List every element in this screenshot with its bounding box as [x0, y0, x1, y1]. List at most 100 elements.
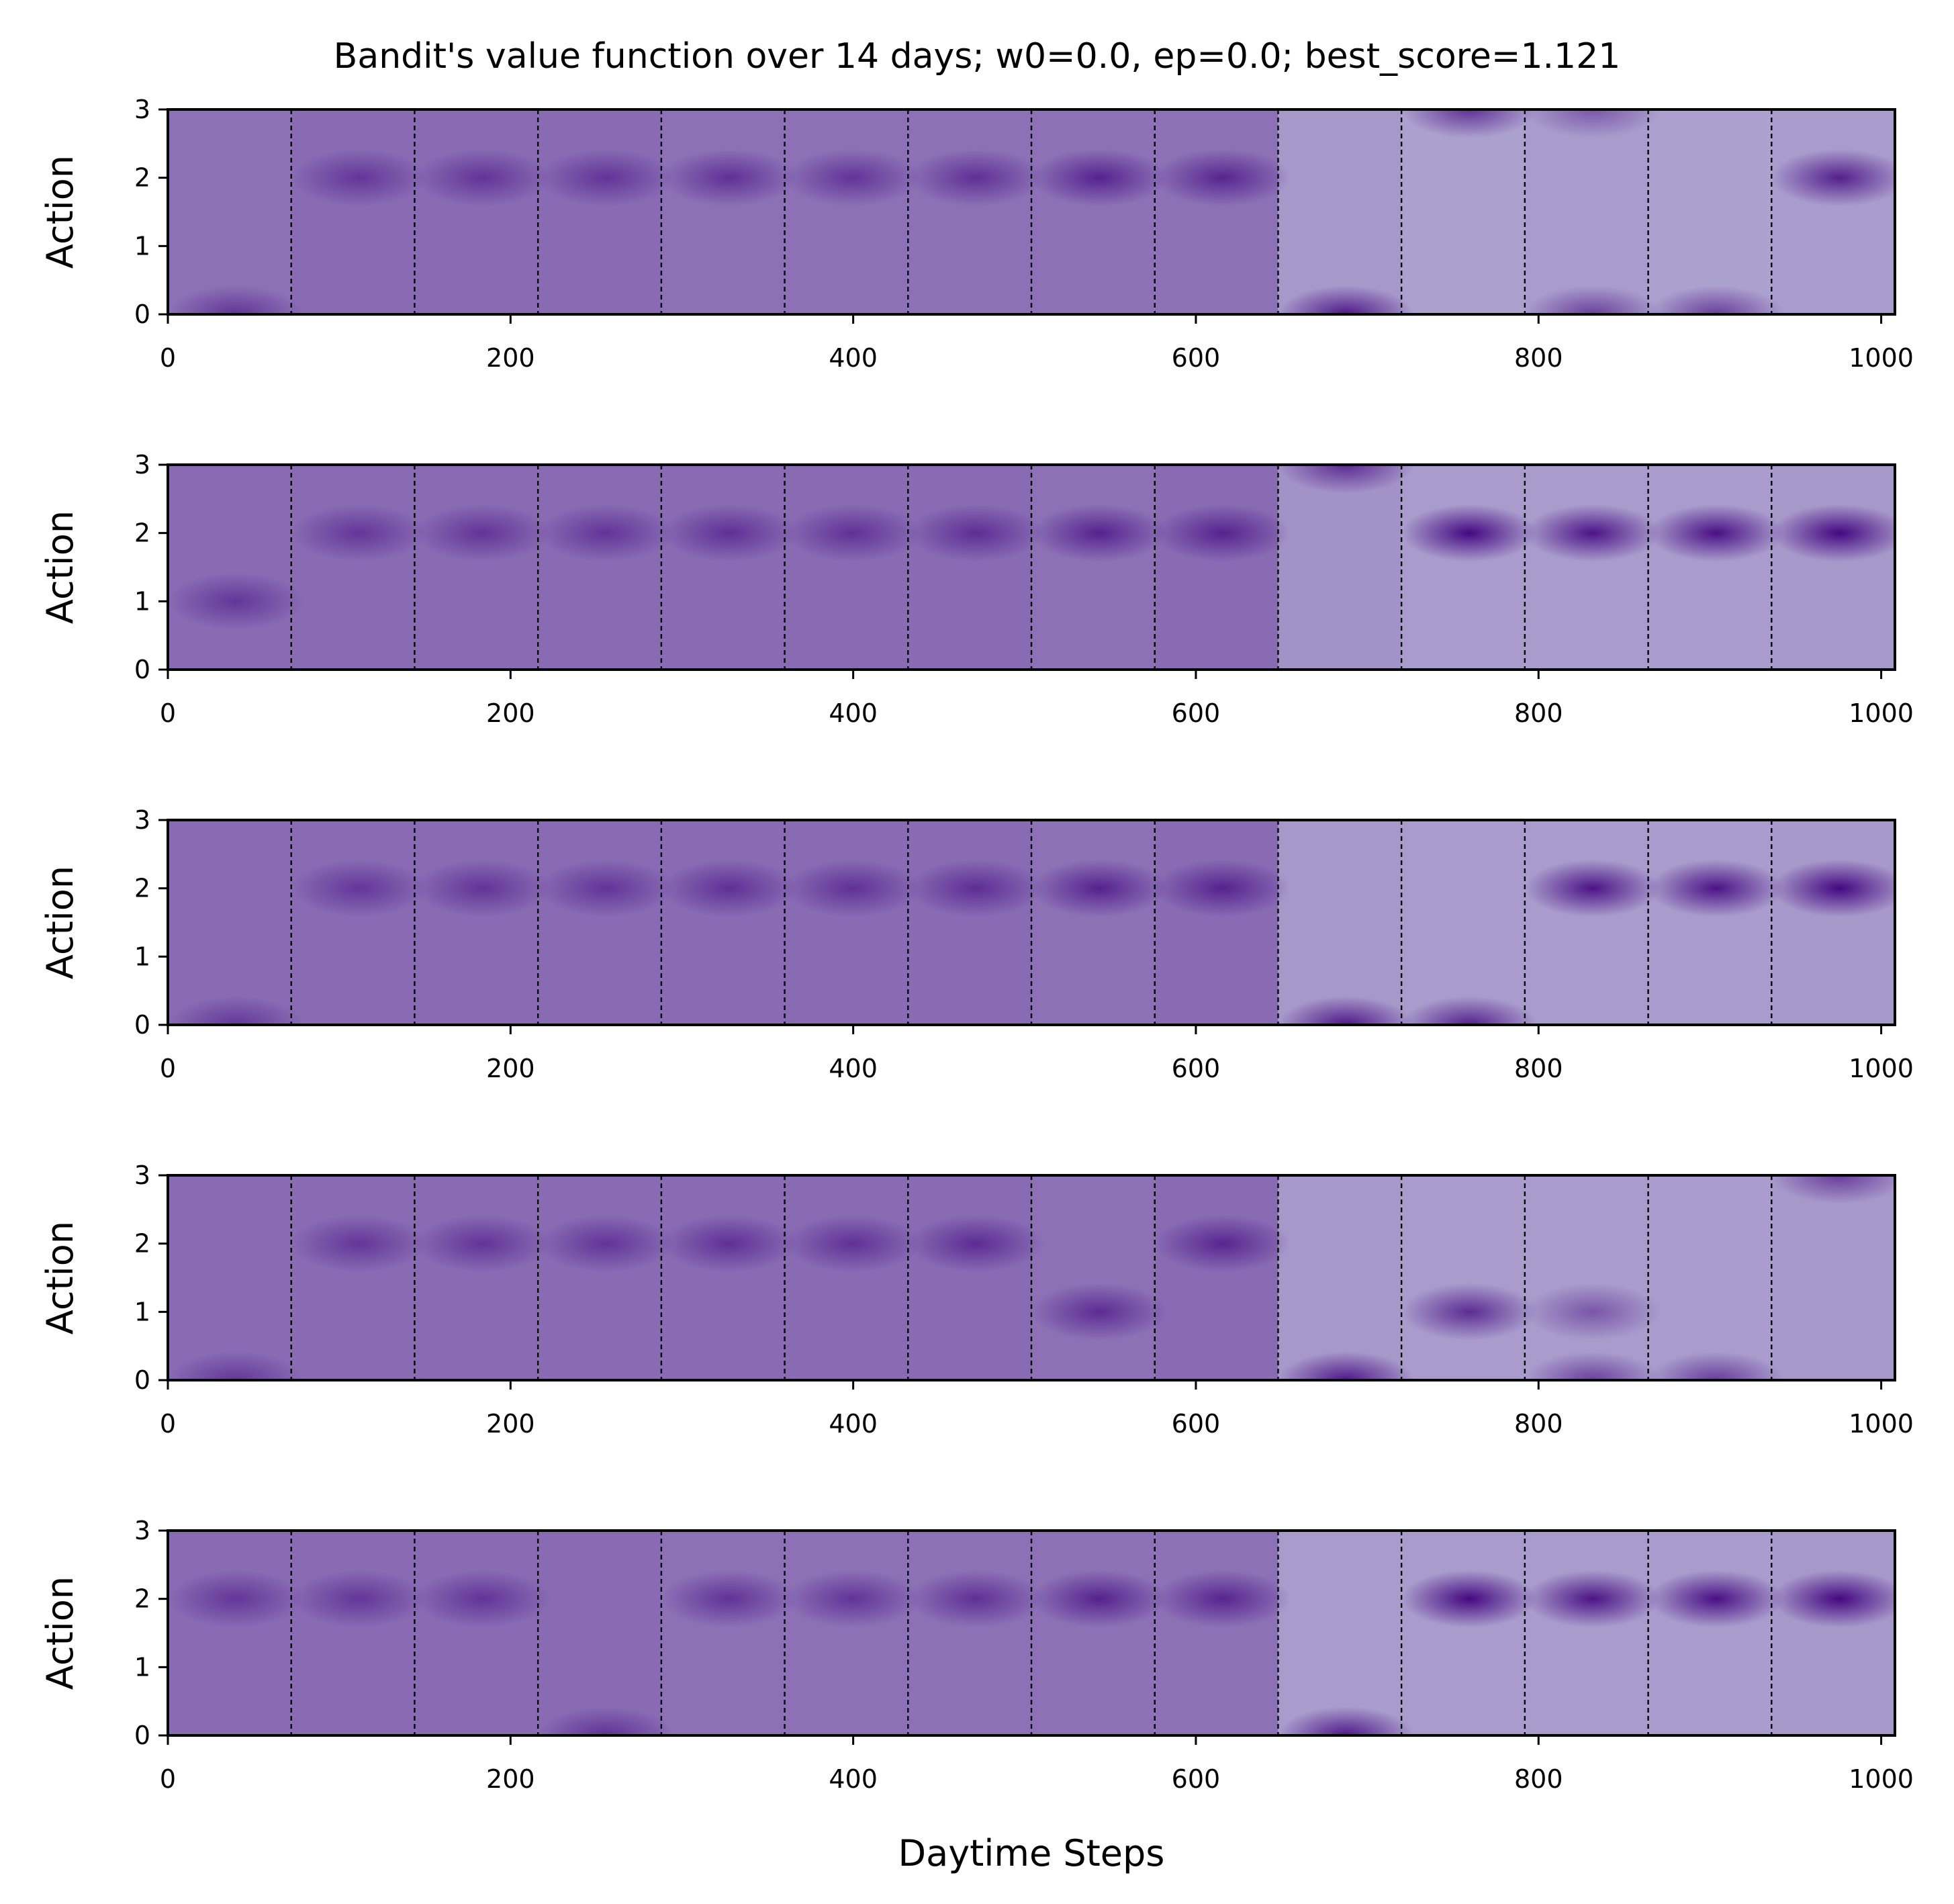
day-cell: [1401, 1531, 1525, 1735]
y-tick-label: 3: [134, 1516, 150, 1545]
x-tick-label: 600: [1172, 1409, 1221, 1439]
value-blob: [1524, 1570, 1661, 1628]
day-cell: [1031, 465, 1155, 670]
value-blob: [908, 1214, 1044, 1273]
value-blob: [784, 859, 921, 917]
value-blob: [1154, 148, 1291, 207]
x-tick-label: 400: [829, 1409, 878, 1439]
panel-2: 0 1 2 3 0 200 400 600 800 1000 Action: [39, 450, 1914, 728]
day-cell: [414, 1531, 539, 1735]
value-blob: [908, 859, 1044, 917]
day-cell: [538, 820, 661, 1025]
y-axis-label: Action: [39, 1576, 81, 1690]
value-blob: [414, 148, 551, 207]
value-blob: [1401, 996, 1538, 1025]
x-tick-label: 1000: [1849, 1409, 1914, 1439]
day-cell: [908, 465, 1031, 670]
day-cell: [1771, 465, 1895, 670]
day-cell: [908, 820, 1031, 1025]
day-cell: [784, 109, 909, 314]
value-blob: [784, 148, 921, 207]
day-cell: [661, 465, 785, 670]
day-cell: [414, 109, 539, 314]
day-cell: [1524, 1531, 1648, 1735]
value-blob: [168, 1351, 304, 1380]
day-cell: [908, 1531, 1031, 1735]
value-blob: [291, 859, 427, 917]
day-cell: [1154, 1175, 1278, 1380]
x-tick-label: 800: [1514, 1054, 1563, 1083]
y-tick-label: 0: [134, 1721, 150, 1750]
x-tick-label: 1000: [1849, 1054, 1914, 1083]
x-tick-label: 200: [486, 1054, 535, 1083]
y-tick-label: 1: [134, 231, 150, 261]
value-blob: [1031, 504, 1168, 562]
day-cell: [1031, 820, 1155, 1025]
day-cell: [661, 109, 785, 314]
y-axis-label: Action: [39, 1221, 81, 1334]
y-tick-label: 3: [134, 1161, 150, 1190]
x-tick-label: 400: [829, 698, 878, 728]
day-cell: [168, 1531, 291, 1735]
panel-1: 0 1 2 3 0 200 400 600 800 1000 Action: [39, 95, 1914, 373]
value-blob: [908, 504, 1044, 562]
value-blob: [1031, 148, 1168, 207]
day-cell: [784, 820, 909, 1025]
y-tick-label: 2: [134, 518, 150, 548]
x-tick-label: 0: [160, 698, 176, 728]
value-blob: [291, 148, 427, 207]
y-tick-label: 3: [134, 95, 150, 124]
x-tick-label: 800: [1514, 1409, 1563, 1439]
day-cell: [1401, 1175, 1525, 1380]
x-tick-label: 400: [829, 1054, 878, 1083]
day-cell: [291, 820, 415, 1025]
y-tick-label: 2: [134, 874, 150, 903]
day-cell: [1278, 109, 1402, 314]
day-cell: [1031, 109, 1155, 314]
value-blob: [661, 859, 797, 917]
value-blob: [291, 1214, 427, 1273]
day-cell: [1524, 465, 1648, 670]
day-cell: [291, 109, 415, 314]
value-blob: [1648, 859, 1784, 917]
panel-frame: [167, 463, 1896, 671]
day-cell: [414, 465, 539, 670]
x-tick-label: 0: [160, 1054, 176, 1083]
value-blob: [1031, 1283, 1168, 1341]
value-blob: [1648, 1570, 1784, 1628]
x-tick-label: 1000: [1849, 1764, 1914, 1794]
day-cell: [168, 109, 291, 314]
value-blob: [538, 148, 674, 207]
value-blob: [1771, 504, 1895, 562]
value-blob: [1278, 1707, 1414, 1735]
value-blob: [1278, 996, 1414, 1025]
value-blob: [661, 504, 797, 562]
y-tick-label: 2: [134, 163, 150, 193]
value-blob: [1154, 1214, 1291, 1273]
value-blob: [1154, 859, 1291, 917]
panel-4: 0 1 2 3 0 200 400 600 800 1000 Action: [39, 1161, 1914, 1439]
y-axis-label: Action: [39, 510, 81, 624]
y-tick-label: 0: [134, 1010, 150, 1040]
day-cell: [1524, 820, 1648, 1025]
value-blob: [1524, 109, 1661, 138]
panel-3: 0 1 2 3 0 200 400 600 800 1000 Action: [39, 805, 1914, 1083]
day-cell: [1278, 820, 1402, 1025]
y-axis-label: Action: [39, 155, 81, 269]
x-tick-label: 600: [1172, 1054, 1221, 1083]
day-cell: [414, 1175, 539, 1380]
panel-frame: [167, 108, 1896, 316]
panel-frame: [167, 1174, 1896, 1381]
value-blob: [1401, 504, 1538, 562]
value-blob: [1524, 1283, 1661, 1341]
value-blob: [1278, 285, 1414, 314]
day-cell: [1648, 109, 1772, 314]
x-tick-label: 600: [1172, 1764, 1221, 1794]
day-cell: [1401, 465, 1525, 670]
x-tick-label: 0: [160, 1764, 176, 1794]
x-tick-label: 200: [486, 698, 535, 728]
day-cell: [908, 109, 1031, 314]
day-cell: [1154, 465, 1278, 670]
